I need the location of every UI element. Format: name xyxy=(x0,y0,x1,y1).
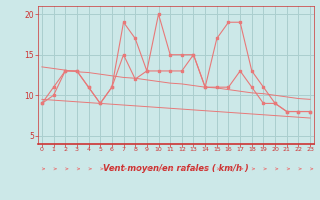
X-axis label: Vent moyen/en rafales ( km/h ): Vent moyen/en rafales ( km/h ) xyxy=(103,164,249,173)
